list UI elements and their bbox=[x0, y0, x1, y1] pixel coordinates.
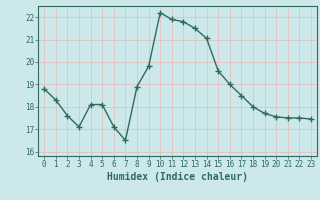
X-axis label: Humidex (Indice chaleur): Humidex (Indice chaleur) bbox=[107, 172, 248, 182]
